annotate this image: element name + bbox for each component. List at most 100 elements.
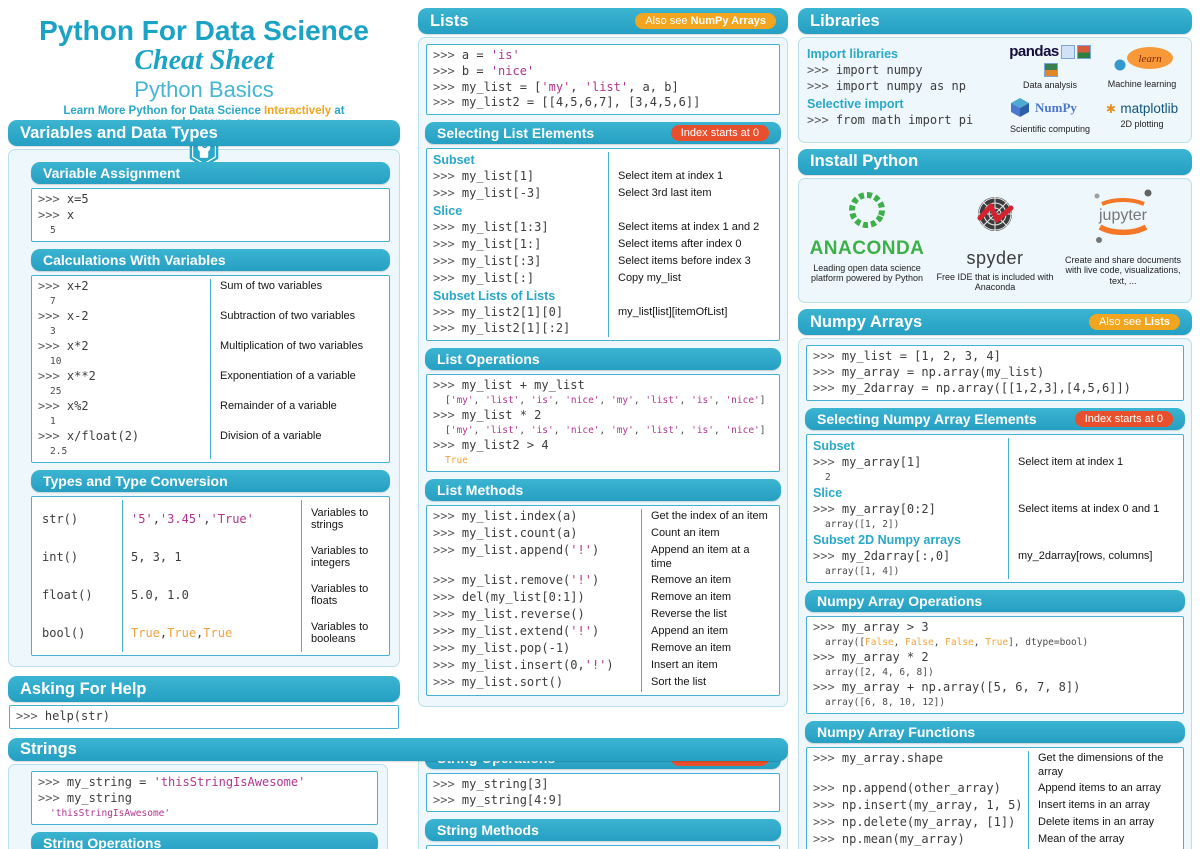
code-input-line: >>> import numpy as np <box>807 79 966 94</box>
subsection-numpy-functions-bar: Numpy Array Functions <box>805 721 1185 744</box>
description-cell: Insert items in an array <box>1028 797 1177 815</box>
subsection-numpy-operations-bar: Numpy Array Operations <box>805 590 1185 612</box>
table-row: >>> my_list[1] Select item at index 1 <box>433 169 773 187</box>
code-cell: >>> my_list[-3] <box>433 186 608 202</box>
section-libraries-bar: Libraries <box>798 8 1192 34</box>
code-input-line: >>> x%2 <box>38 399 89 414</box>
code-input-line: >>> x+2 <box>38 278 89 293</box>
type-description: Variables to booleans <box>311 621 369 646</box>
table-row: >>> my_list[1:3] Select items at index 1 … <box>433 220 773 238</box>
pandas-icon <box>1060 44 1075 59</box>
description-cell: Select item at index 1 <box>1008 454 1177 485</box>
table-row: >>> my_list2[1][0] >>> my_list2[1][:2] my_… <box>433 305 773 337</box>
code-input-line: >>> x**2 <box>38 369 96 384</box>
code-input-line: >>> my_list2 > 4 <box>433 438 549 453</box>
code-input-line: >>> a = 'is' <box>433 48 520 62</box>
anaconda-caption: Leading open data science platform power… <box>810 262 924 284</box>
code-output-line: 3 <box>50 325 56 337</box>
code-input-line: >>> my_list.sort() <box>433 674 564 689</box>
description-cell: Sum of two variables <box>210 278 383 309</box>
code-cell: >>> np.append(other_array) <box>813 781 1028 797</box>
list-operations-code: >>> my_list + my_list ['my', 'list', 'is'… <box>426 373 780 473</box>
code-input-line: >>> help(str) <box>16 709 110 724</box>
code-cell: >>> my_list2[1][0] >>> my_list2[1][:2] <box>433 305 608 337</box>
section-variables-bar: Variables and Data Types <box>8 120 400 146</box>
table-row: Subset <box>433 152 773 170</box>
code-cell: >>> my_list.append('!') <box>433 543 641 559</box>
code-cell: >>> my_list[1] <box>433 169 608 185</box>
subsection-title: Selecting Numpy Array Elements <box>817 410 1037 427</box>
code-cell: >>> x**2 25 <box>38 369 210 399</box>
description-cell: Copy my_list <box>608 271 773 289</box>
section-title: Numpy Arrays <box>810 312 923 331</box>
subsection-title: Numpy Array Operations <box>817 593 983 609</box>
code-output-line: array([1, 2]) <box>825 518 900 530</box>
table-row: >>> my_list.remove('!') Remove an item <box>433 572 773 590</box>
table-row: >>> x%2 1 Remainder of a variable <box>38 399 383 430</box>
description-cell: Get the dimensions of the array <box>1028 751 1177 781</box>
description-cell: Delete items in an array <box>1028 814 1177 832</box>
pandas-logo-text: pandas <box>1009 43 1059 60</box>
libraries-code: Import libraries >>> import numpy >>> imp… <box>805 43 1007 135</box>
code-input-line: >>> my_list.append('!') <box>433 543 600 558</box>
code-input-line: >>> my_list.insert(0,'!') <box>433 657 614 672</box>
table-row: Subset Lists of Lists <box>433 288 773 306</box>
description-cell: Append items to an array <box>1028 780 1177 798</box>
subsection-title: List Operations <box>437 350 540 367</box>
string-operations-mid-code: >>> my_string[3] >>> my_string[4:9] <box>426 772 780 813</box>
subsection-selecting-numpy-bar: Selecting Numpy Array Elements Index sta… <box>805 407 1185 430</box>
code-cell: >>> my_list.extend('!') <box>433 624 641 640</box>
libraries-section: Import libraries >>> import numpy >>> imp… <box>798 37 1192 143</box>
badge-bold: Lists <box>1144 316 1170 329</box>
description-cell: Remove an item <box>641 589 773 607</box>
subsection-title: Numpy Array Functions <box>817 724 976 741</box>
code-input-line: >>> my_array > 3 <box>813 620 929 634</box>
description-cell: Mean of the array <box>1028 831 1177 849</box>
selective-code: >>> from math import pi <box>807 113 1007 129</box>
code-cell: >>> my_array[0:2] array([1, 2]) <box>813 502 1008 532</box>
type-function: float() <box>42 588 93 603</box>
subsection-title: Selecting List Elements <box>437 125 595 142</box>
code-cell: >>> my_list[:3] <box>433 254 608 270</box>
table-row: >>> my_2darray[:,0] array([1, 4]) my_2darr… <box>813 548 1177 579</box>
table-row: >>> my_array.shape Get the dimensions of … <box>813 751 1177 781</box>
table-row: >>> np.append(other_array) Append items t… <box>813 780 1177 798</box>
description-cell: Select items at index 0 and 1 <box>1008 501 1177 532</box>
table-row: >>> my_array[1] 2 Select item at index 1 <box>813 454 1177 485</box>
section-numpy-bar: Numpy Arrays Also see Lists <box>798 309 1192 336</box>
code-output-line: array([2, 4, 6, 8]) <box>825 666 934 678</box>
code-input-line: >>> my_list = ['my', 'list', a, b] <box>433 79 679 94</box>
code-input-line: >>> my_list.remove('!') <box>433 572 600 587</box>
code-input-line: >>> my_list * 2 <box>433 408 542 423</box>
description-cell: Append an item <box>641 623 773 641</box>
types-table: str() '5', '3.45', 'True' Variables to str… <box>31 496 390 657</box>
code-cell: Subset 2D Numpy arrays <box>813 532 1008 548</box>
title-main: Python For Data Science <box>39 15 369 46</box>
matplotlib-caption: 2D plotting <box>1120 118 1164 129</box>
code-input-line: >>> my_list[1:3] <box>433 220 549 235</box>
subsection-title: List Methods <box>437 482 524 499</box>
code-input-line: >>> x=5 <box>38 192 89 206</box>
section-lists-bar: Lists Also see NumPy Arrays <box>418 8 788 34</box>
description-cell: Exponentiation of a variable <box>210 369 383 400</box>
code-input-line: >>> my_string <box>38 791 132 806</box>
code-cell: Subset <box>433 152 608 168</box>
subsection-title: Types and Type Conversion <box>43 473 228 490</box>
table-row: >>> x+2 7 Sum of two variables <box>38 278 383 309</box>
table-row: >>> np.mean(my_array) Mean of the array <box>813 831 1177 849</box>
matplotlib-logo-text: matplotlib <box>1120 100 1179 116</box>
description-cell: Count an item <box>641 526 773 544</box>
code-input-line: >>> my_array + np.array([5, 6, 7, 8]) <box>813 680 1081 695</box>
anaconda-icon <box>849 191 885 228</box>
code-output-line: 25 <box>50 385 62 397</box>
table-row: >>> my_array[0:2] array([1, 2]) Select ite… <box>813 501 1177 532</box>
code-output-line: ['my', 'list', 'is', 'nice', 'my', 'list… <box>445 424 766 436</box>
code-cell: >>> x%2 1 <box>38 399 210 429</box>
numpy-operations-code: >>> my_array > 3 array([False, False, Fal… <box>806 616 1184 715</box>
table-row: >>> my_list.pop(-1) Remove an item <box>433 640 773 658</box>
code-input-line: >>> my_2darray[:,0] <box>813 548 951 563</box>
tagline-highlight: Interactively <box>264 104 332 117</box>
table-row: >>> my_list.sort() Sort the list <box>433 674 773 692</box>
string-methods-table: >>> my_string.upper()String to uppercase… <box>426 845 780 849</box>
table-row: int() 5, 3, 1 Variables to integers <box>38 538 383 577</box>
